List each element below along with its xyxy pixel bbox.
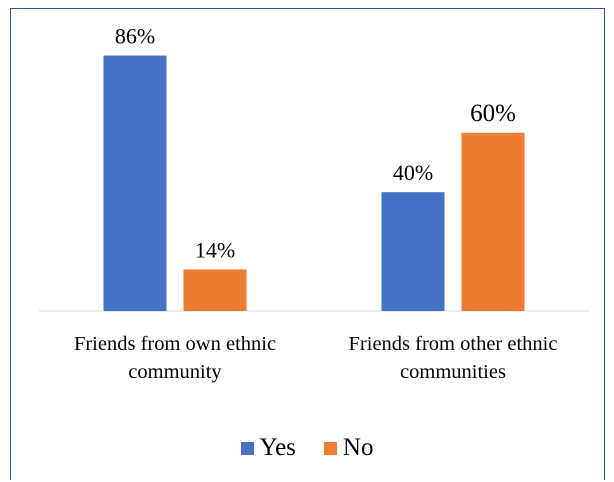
legend-item-yes: Yes xyxy=(240,434,296,462)
category-label-line-2-2: communities xyxy=(400,361,506,383)
category-label-group: Friends from own ethnic communityFriends … xyxy=(74,333,558,383)
legend-swatch-yes xyxy=(240,441,254,455)
bar-yes-2 xyxy=(381,192,445,311)
bar-no-1 xyxy=(183,269,247,311)
legend-item-no: No xyxy=(323,434,374,462)
legend-swatch-no xyxy=(323,441,337,455)
data-label-yes-1: 86% xyxy=(115,24,155,49)
legend-label-no: No xyxy=(342,434,374,461)
category-label-2: Friends from other ethnic communities xyxy=(349,333,558,383)
legend: Yes No xyxy=(0,428,614,468)
category-label-line-1-2: community xyxy=(128,361,222,383)
bar-group xyxy=(103,55,525,311)
legend-label-yes: Yes xyxy=(259,434,296,461)
data-label-yes-2: 40% xyxy=(393,160,433,185)
category-label-line-2-1: Friends from other ethnic xyxy=(349,333,558,355)
bar-no-2 xyxy=(461,132,525,311)
data-label-no-1: 14% xyxy=(195,237,235,262)
category-label-1: Friends from own ethnic community xyxy=(74,333,276,383)
data-label-group: 86% 40% 14% 60% xyxy=(115,24,516,263)
category-label-line-1-1: Friends from own ethnic xyxy=(74,333,276,355)
bar-yes-1 xyxy=(103,55,167,311)
data-label-no-2: 60% xyxy=(470,100,516,127)
